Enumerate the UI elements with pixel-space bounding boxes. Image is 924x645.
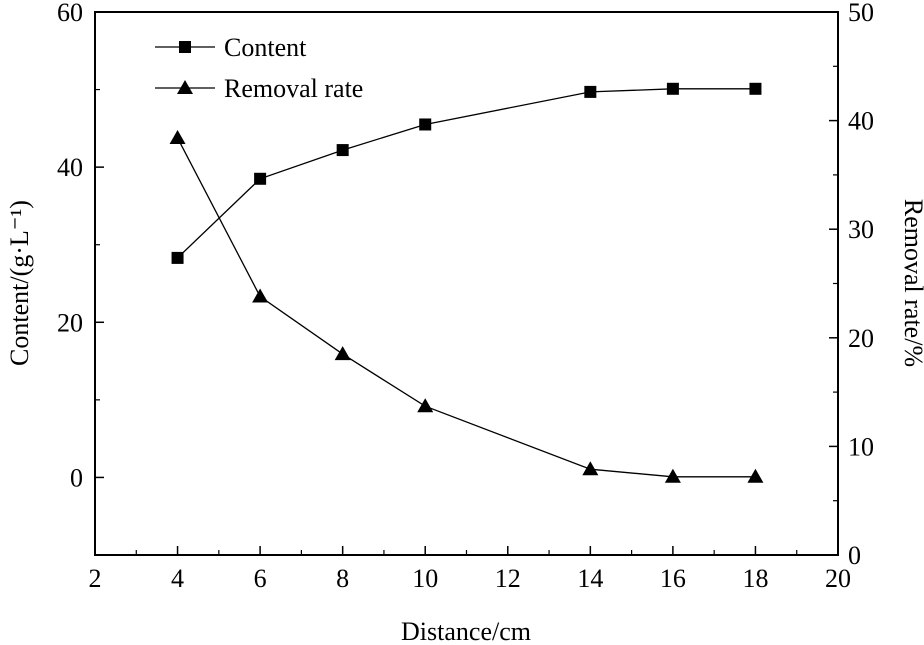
x-axis-label: Distance/cm xyxy=(401,617,531,645)
legend-label: Removal rate xyxy=(224,74,363,103)
data-point xyxy=(664,468,681,483)
y2-tick-label: 40 xyxy=(848,107,874,136)
data-point xyxy=(666,82,679,95)
x-tick-label: 12 xyxy=(495,564,521,593)
y2-tick-label: 50 xyxy=(848,0,874,27)
x-tick-label: 8 xyxy=(336,564,349,593)
x-tick-label: 4 xyxy=(171,564,184,593)
data-point xyxy=(334,346,351,361)
data-point xyxy=(336,144,349,157)
x-tick-label: 20 xyxy=(825,564,851,593)
x-tick-label: 16 xyxy=(660,564,686,593)
legend-label: Content xyxy=(224,33,307,62)
x-tick-label: 18 xyxy=(742,564,768,593)
data-point xyxy=(419,118,432,131)
plot-frame xyxy=(94,11,839,556)
series-content xyxy=(171,82,762,264)
y2-tick-label: 30 xyxy=(848,215,874,244)
data-point xyxy=(171,251,184,264)
y2-tick-label: 0 xyxy=(848,541,861,570)
y2-axis-label: Removal rate/% xyxy=(899,199,924,367)
x-tick-label: 2 xyxy=(89,564,102,593)
legend-item: Content xyxy=(155,33,307,62)
legend-marker xyxy=(179,41,191,53)
y-tick-label: 40 xyxy=(57,153,83,182)
data-point xyxy=(584,85,597,98)
x-tick-label: 6 xyxy=(254,564,267,593)
x-tick-label: 10 xyxy=(412,564,438,593)
data-point xyxy=(417,398,434,413)
y-tick-label: 60 xyxy=(57,0,83,27)
y2-tick-label: 20 xyxy=(848,324,874,353)
series-removal-rate xyxy=(169,129,764,483)
data-point xyxy=(749,82,762,95)
data-point xyxy=(169,129,186,144)
x-tick-label: 14 xyxy=(577,564,603,593)
data-point xyxy=(747,468,764,483)
data-point xyxy=(254,172,267,185)
legend-marker xyxy=(177,80,193,94)
series-layer xyxy=(169,82,764,483)
y-tick-label: 20 xyxy=(57,308,83,337)
legend: Content Removal rate xyxy=(155,33,363,103)
data-point xyxy=(582,461,599,476)
data-point xyxy=(252,288,269,303)
y2-tick-label: 10 xyxy=(848,432,874,461)
y-axis-label: Content/(g·L⁻¹) xyxy=(5,200,34,366)
series-line xyxy=(176,137,756,478)
legend-item: Removal rate xyxy=(155,74,363,103)
y-tick-label: 0 xyxy=(70,463,83,492)
